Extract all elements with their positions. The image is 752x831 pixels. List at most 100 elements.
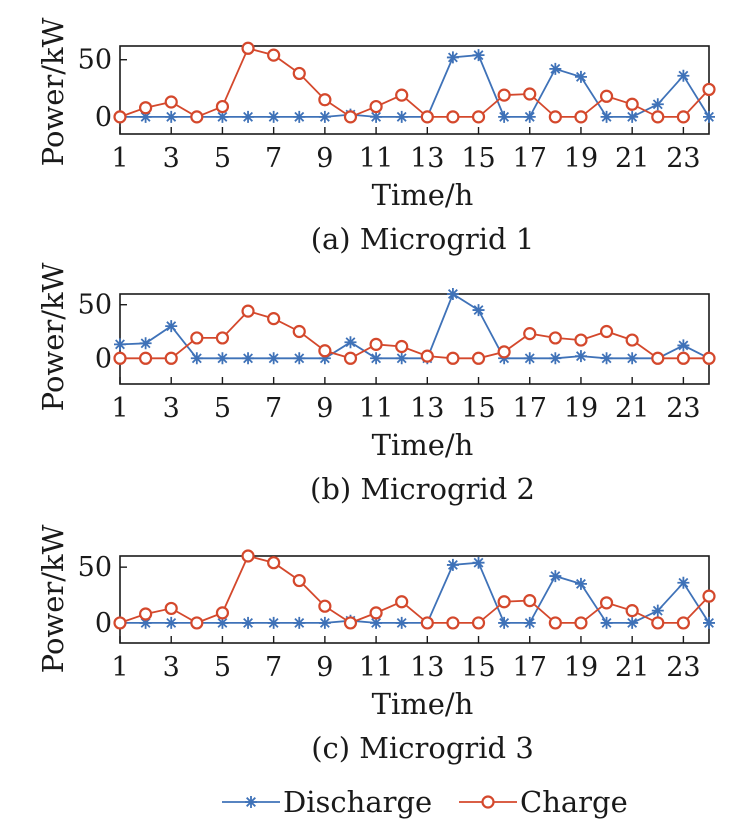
x-tick-label: 7 [265,652,282,683]
charge-line [120,310,709,360]
charge-point [369,337,383,351]
x-tick-label: 19 [564,393,598,424]
charge-point [113,110,127,124]
discharge-point [216,616,229,629]
discharge-point [395,616,408,629]
charge-point [343,351,358,365]
charge-point [548,110,562,124]
discharge-point [574,70,587,83]
charge-point [292,573,306,588]
x-tick-label: 3 [163,143,180,174]
discharge-point [293,110,306,123]
discharge-point [498,110,511,123]
x-tick-label: 23 [666,652,700,683]
discharge-point [472,49,485,62]
discharge-point [139,110,152,123]
charge-point [395,88,409,102]
discharge-point [165,320,178,333]
panel-caption: (b) Microgrid 2 [310,472,535,506]
charge-point [625,333,639,347]
y-axis-title: Power/kW [36,262,70,411]
charge-point [343,110,358,124]
panel-caption: (a) Microgrid 1 [311,222,535,256]
legend-charge-marker [481,795,495,809]
discharge-point [472,304,485,317]
x-tick-label: 1 [111,652,128,683]
discharge-point [677,339,690,352]
discharge-point [549,352,562,365]
x-tick-label: 9 [316,652,333,683]
discharge-point [139,616,152,629]
charge-point [369,99,383,114]
discharge-point [626,110,639,123]
discharge-line [120,54,710,118]
x-tick-label: 9 [316,143,333,174]
discharge-point [498,616,511,629]
x-tick-label: 23 [666,393,700,424]
discharge-point [651,98,664,111]
discharge-point [574,577,587,590]
charge-point [523,327,537,341]
y-tick-label: 0 [95,608,112,639]
charge-line [119,554,710,624]
charge-point [215,331,230,345]
discharge-point [318,616,331,629]
charge-point [318,93,332,107]
charge-point [164,601,178,616]
discharge-point [574,350,587,363]
discharge-series [114,556,715,629]
x-tick-label: 7 [265,393,282,424]
charge-point [497,595,511,609]
discharge-point [626,616,639,629]
charge-point [369,606,383,620]
charge-point [190,616,204,630]
discharge-point [344,336,357,349]
charge-series [113,304,716,365]
discharge-point [677,576,690,589]
x-tick-label: 17 [513,652,547,683]
x-tick-label: 5 [214,652,231,683]
discharge-series [114,288,715,365]
charge-point [497,88,511,102]
discharge-line [119,292,710,360]
charge-point [599,596,614,610]
x-tick-label: 19 [564,143,598,174]
charge-point [318,599,332,613]
charge-point [267,556,281,570]
y-axis-title: Power/kW [36,524,70,673]
x-tick-label: 21 [615,652,649,683]
charge-point [113,616,127,630]
charge-point [420,110,434,124]
x-tick-label: 11 [359,143,393,174]
legend-discharge-marker [245,796,257,808]
discharge-point [549,570,562,583]
discharge-point [242,352,255,365]
x-tick-label: 5 [214,393,231,424]
charge-point [651,351,665,365]
x-tick-label: 5 [214,143,231,174]
discharge-point [651,604,664,617]
x-tick-label: 19 [564,652,598,683]
charge-point [241,304,255,318]
discharge-point [267,110,280,123]
charge-point [702,351,716,365]
charge-point [139,101,153,115]
discharge-point [600,616,613,629]
charge-series [113,549,716,630]
discharge-point [370,110,383,123]
charge-point [446,110,460,124]
discharge-point [216,110,229,123]
discharge-point [139,337,152,350]
charge-point [523,87,537,101]
x-tick-label: 1 [111,393,128,424]
discharge-point [190,352,203,365]
charge-point [599,89,614,103]
charge-point [676,351,690,365]
discharge-point [626,352,639,365]
x-tick-label: 3 [163,393,180,424]
charge-point [318,344,332,358]
charge-point [471,351,486,365]
discharge-point [677,69,690,82]
